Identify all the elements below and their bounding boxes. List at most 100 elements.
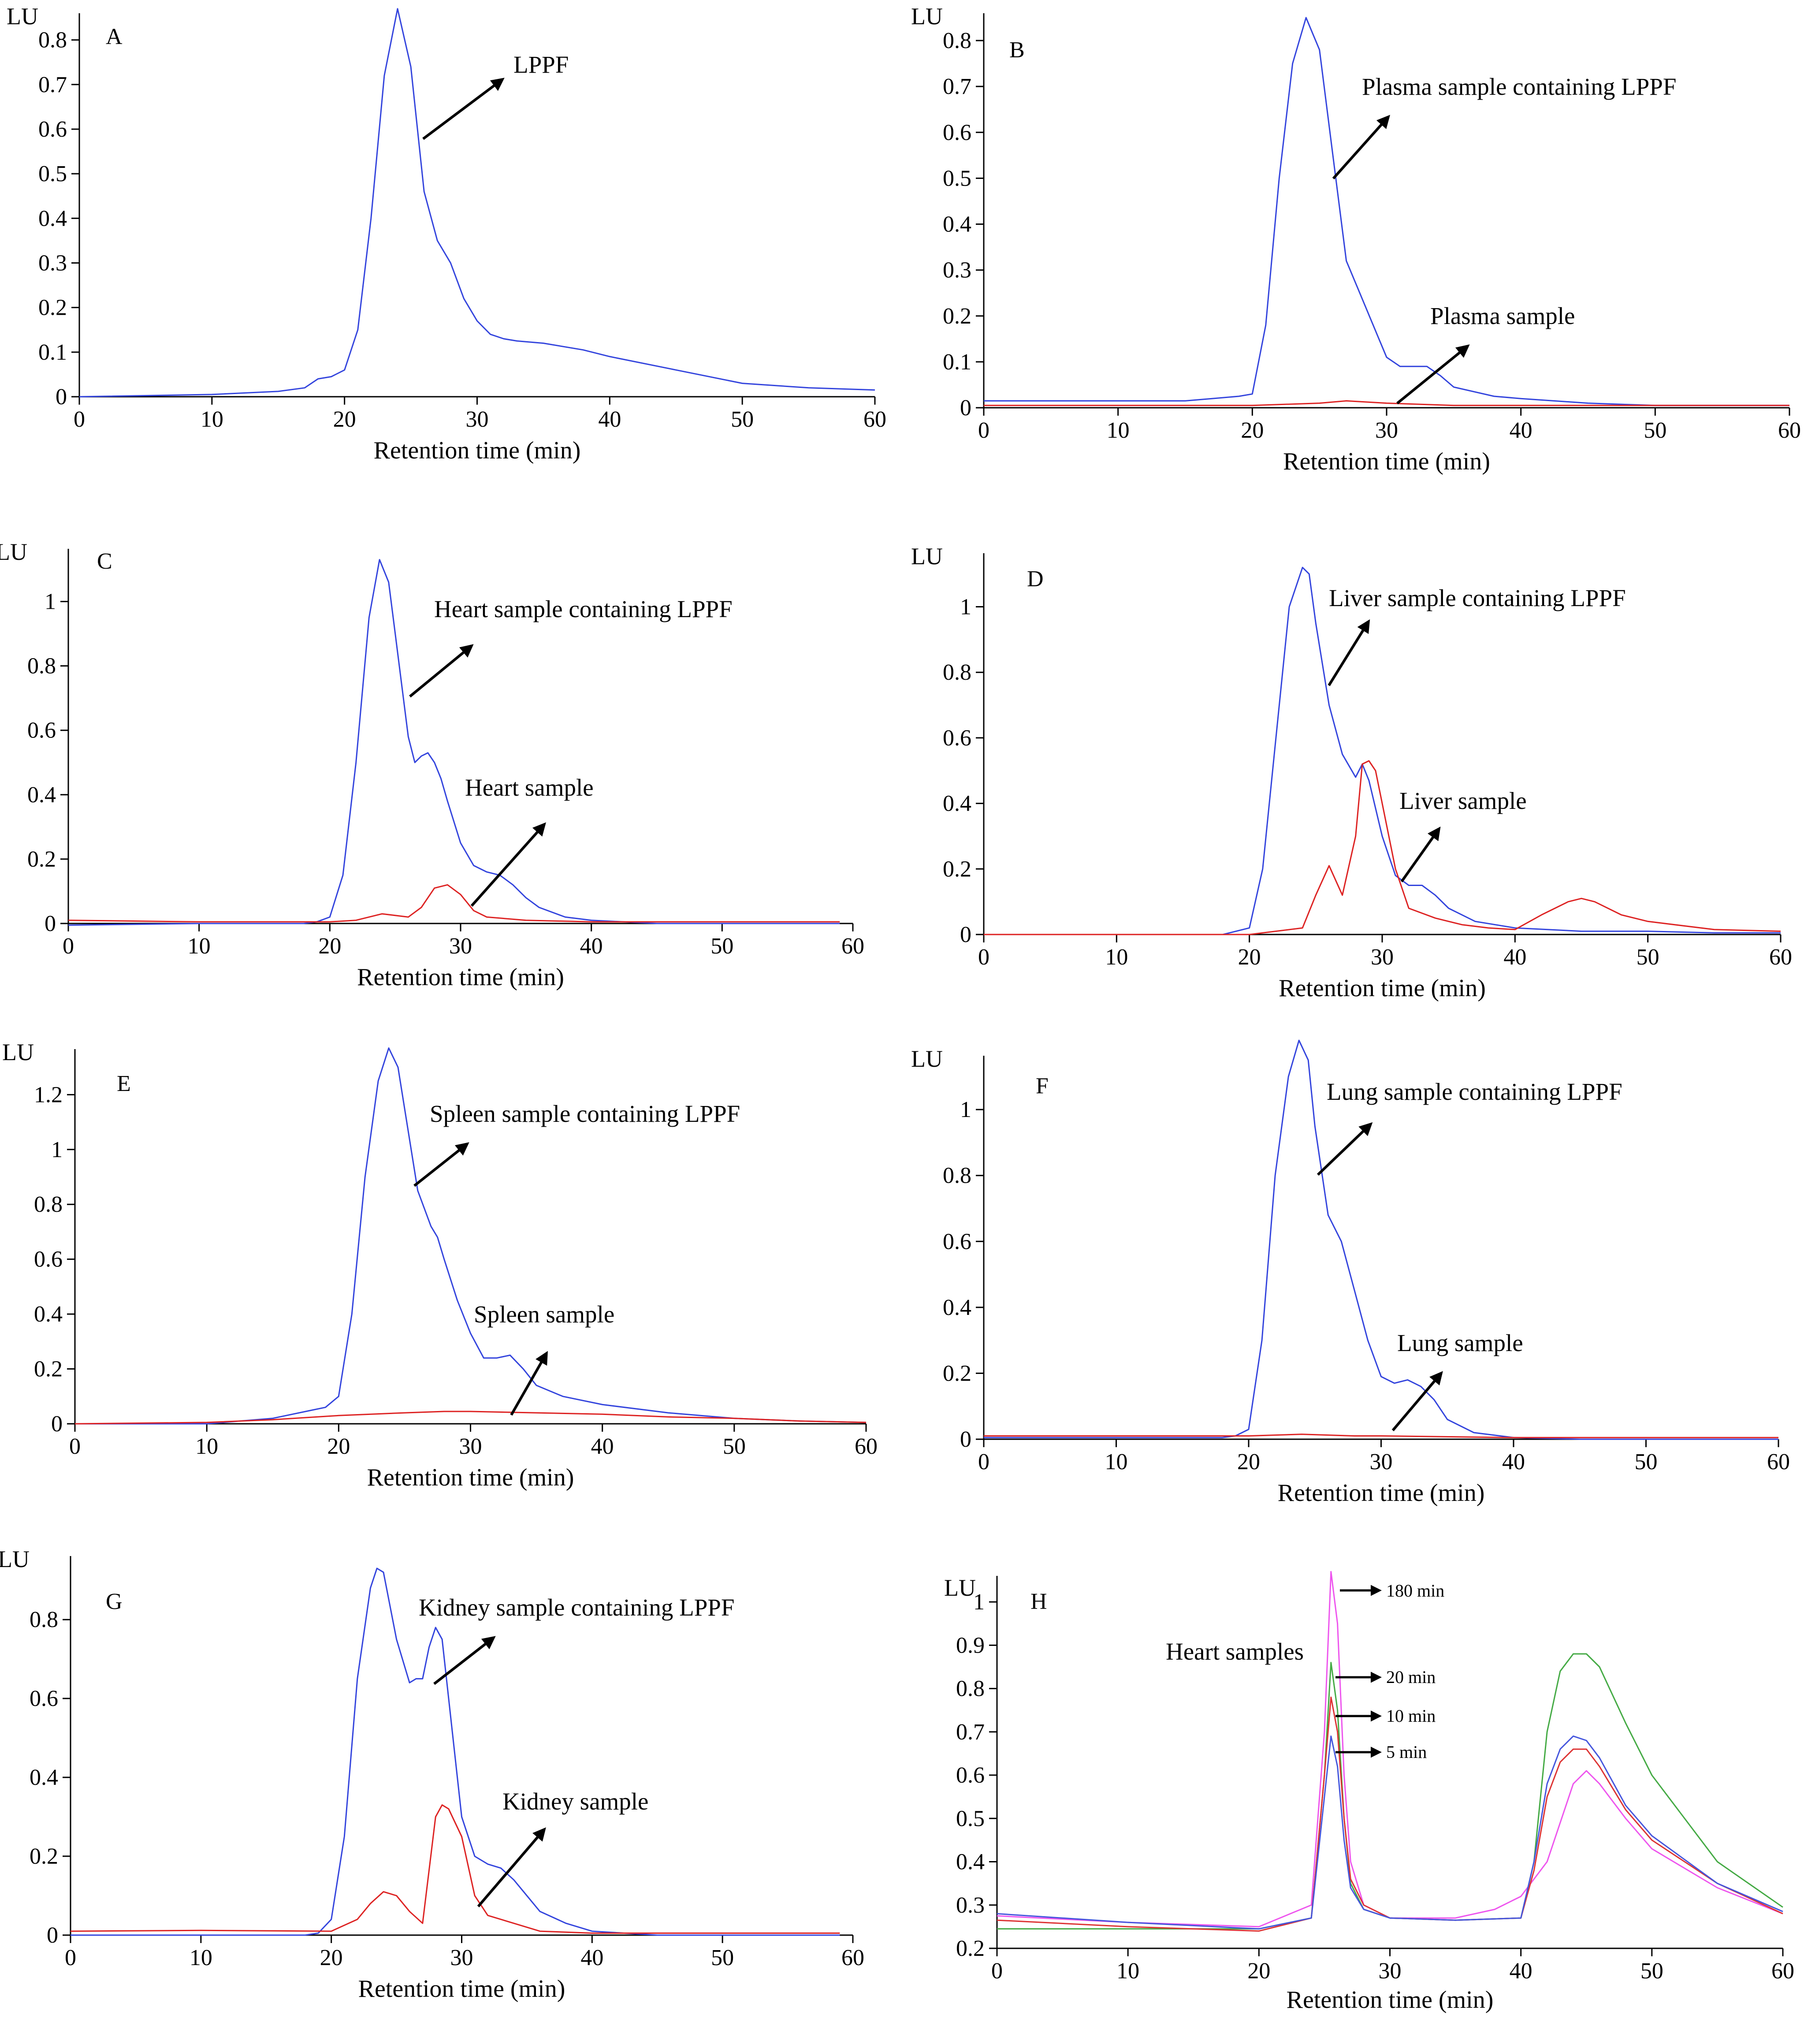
x-tick-label: 20	[1238, 945, 1261, 970]
x-axis-label: Retention time (min)	[374, 437, 581, 464]
y-tick-label: 0.8	[956, 1676, 985, 1701]
series-line-0	[984, 1039, 1778, 1440]
y-tick-label: 0.4	[943, 791, 971, 816]
x-axis-label: Retention time (min)	[357, 964, 564, 991]
y-tick-label: 0.4	[943, 212, 971, 237]
panel-letter: B	[1009, 37, 1025, 63]
panel-letter: E	[117, 1071, 131, 1096]
panel-b: 0 10 20 30 40 50 60 0 0.1 0.2 0.3 0.4 0.5 0.6 0.7 0.8 Re…	[911, 3, 1801, 475]
x-tick-label: 20	[327, 1434, 350, 1459]
y-tick-label: 1	[960, 1097, 971, 1122]
annotation-label: LPPF	[513, 51, 569, 78]
x-tick-label: 10	[195, 1434, 218, 1459]
series-line-1	[984, 400, 1789, 406]
panel-letter: D	[1027, 566, 1044, 592]
panel-a: 0 10 20 30 40 50 60 0 0.1 0.2 0.3 0.4 0.5 0.6 0.7 0.8 Re…	[7, 3, 886, 464]
x-tick-label: 50	[1640, 1958, 1663, 1984]
y-tick-label: 0.6	[943, 120, 971, 145]
annotation-arrow	[409, 644, 474, 698]
y-tick-label: 0.9	[956, 1633, 985, 1658]
x-tick-label: 20	[320, 1945, 343, 1970]
y-tick-label: 0.5	[38, 161, 67, 186]
y-tick-label: 0	[960, 922, 971, 947]
y-tick-label: 0.8	[34, 1192, 63, 1217]
x-tick-label: 40	[580, 934, 603, 959]
x-tick-label: 30	[450, 1945, 473, 1970]
x-tick-label: 0	[63, 934, 74, 959]
x-tick-label: 50	[711, 1945, 734, 1970]
y-tick-label: 1	[45, 589, 56, 614]
y-tick-label: 0.3	[956, 1893, 985, 1918]
x-tick-label: 60	[855, 1434, 878, 1459]
x-tick-label: 50	[710, 934, 733, 959]
x-tick-label: 10	[188, 934, 211, 959]
x-tick-label: 50	[1637, 945, 1659, 970]
annotation-arrow	[1396, 344, 1470, 405]
x-tick-label: 60	[1767, 1449, 1790, 1474]
annotation-label: Kidney sample containing LPPF	[419, 1594, 734, 1621]
x-tick-label: 60	[841, 1945, 864, 1970]
annotation-arrow	[477, 1827, 546, 1907]
x-tick-label: 40	[1502, 1449, 1525, 1474]
panel-f: 0 10 20 30 40 50 60 0 0.2 0.4 0.6 0.8 1 Retention tim…	[911, 1039, 1790, 1507]
annotation-label: 20 min	[1386, 1667, 1436, 1687]
series-line-0	[984, 17, 1789, 406]
y-tick-label: 0.6	[27, 718, 56, 743]
x-tick-label: 0	[69, 1434, 81, 1459]
y-tick-label: 0	[960, 395, 971, 421]
annotation-label: 5 min	[1386, 1742, 1427, 1762]
y-tick-label: 1	[973, 1590, 985, 1615]
x-tick-label: 20	[1241, 418, 1264, 443]
x-tick-label: 0	[74, 407, 85, 432]
y-tick-label: 0.8	[943, 1163, 971, 1188]
x-tick-label: 10	[1105, 945, 1128, 970]
x-tick-label: 50	[723, 1434, 746, 1459]
y-axis-label: LU	[944, 1575, 976, 1601]
x-axis-label: Retention time (min)	[1283, 448, 1490, 475]
panel-h: 0 10 20 30 40 50 60 0.2 0.3 0.4 0.5 0.6 0.7 0.8 0.9 1 Re…	[944, 1571, 1794, 2014]
y-tick-label: 0.4	[956, 1850, 985, 1875]
x-tick-label: 20	[333, 407, 356, 432]
panel-letter: G	[106, 1589, 123, 1614]
y-tick-label: 0.7	[956, 1720, 985, 1745]
y-axis-label: LU	[7, 3, 38, 30]
x-tick-label: 30	[1375, 418, 1398, 443]
series-line-2	[997, 1696, 1783, 1932]
series-line-1	[68, 884, 840, 923]
x-tick-label: 10	[201, 407, 223, 432]
panel-c: 0 10 20 30 40 50 60 0 0.2 0.4 0.6 0.8 1 Retention tim…	[0, 539, 864, 991]
y-tick-label: 0	[960, 1427, 971, 1452]
y-tick-label: 0.4	[943, 1295, 971, 1320]
y-tick-label: 0.2	[943, 1361, 971, 1386]
y-tick-label: 0	[47, 1923, 58, 1948]
series-line-0	[71, 1567, 840, 1936]
y-axis-label: LU	[911, 543, 943, 570]
y-tick-label: 0.2	[943, 856, 971, 882]
series-line-1	[74, 1411, 867, 1425]
x-tick-label: 50	[731, 407, 754, 432]
x-tick-label: 60	[841, 934, 864, 959]
x-tick-label: 10	[190, 1945, 212, 1970]
x-tick-label: 40	[580, 1945, 603, 1970]
y-tick-label: 0.5	[956, 1806, 985, 1831]
y-tick-label: 0.6	[956, 1763, 985, 1788]
y-tick-label: 0.1	[943, 350, 971, 375]
annotation-label: Lung sample containing LPPF	[1327, 1078, 1622, 1105]
panel-letter: F	[1036, 1073, 1049, 1098]
x-tick-label: 0	[991, 1958, 1003, 1984]
annotation-arrow	[510, 1351, 548, 1416]
panel-e: 0 10 20 30 40 50 60 0 0.2 0.4 0.6 0.8 1 1.2 Retention …	[2, 1039, 878, 1491]
y-tick-label: 0.4	[38, 206, 67, 231]
y-tick-label: 0.4	[34, 1302, 63, 1327]
annotation-arrow	[413, 1142, 469, 1187]
series-line-1	[984, 1433, 1778, 1438]
panel-letter: A	[106, 24, 123, 49]
panel-letter: C	[97, 549, 112, 574]
annotation-arrow	[1391, 1371, 1443, 1431]
y-tick-label: 0.2	[38, 295, 67, 320]
x-tick-label: 60	[863, 407, 886, 432]
annotation-label: Heart sample	[465, 774, 594, 801]
x-axis-label: Retention time (min)	[367, 1464, 574, 1491]
y-axis-label: LU	[0, 1546, 30, 1572]
